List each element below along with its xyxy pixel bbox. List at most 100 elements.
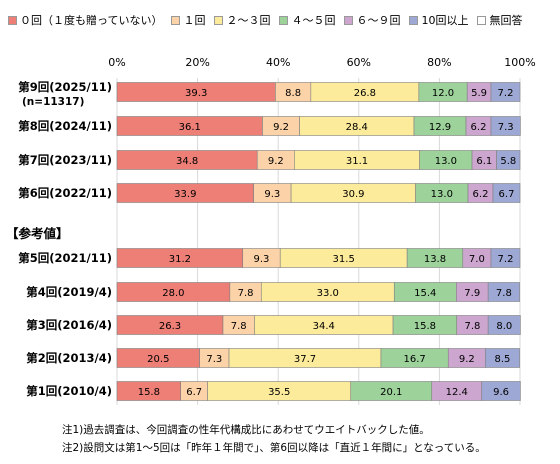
data-label: 20.1 bbox=[380, 387, 402, 398]
footnote-2: 注2)設問文は第1～5回は「昨年１年間で」、第6回以降は「直近１年間に」となって… bbox=[62, 442, 486, 454]
data-label: 7.8 bbox=[238, 288, 254, 299]
data-label: 7.8 bbox=[496, 288, 512, 299]
data-label: 8.8 bbox=[285, 88, 301, 99]
category-label: 第3回(2016/4) bbox=[26, 318, 112, 332]
category-label: 第8回(2024/11) bbox=[18, 119, 112, 133]
category-label: 第2回(2013/4) bbox=[26, 351, 112, 365]
data-label: 6.7 bbox=[499, 189, 515, 200]
data-label: 36.1 bbox=[179, 122, 201, 133]
data-label: 26.8 bbox=[354, 88, 376, 99]
legend-label: 10回以上 bbox=[421, 14, 469, 27]
data-label: 28.0 bbox=[162, 288, 184, 299]
legend-label: ４～５回 bbox=[291, 14, 336, 27]
legend-label: １回 bbox=[183, 14, 206, 27]
legend-swatch bbox=[171, 15, 181, 25]
legend-item: ６～９回 bbox=[344, 12, 400, 28]
data-label: 7.8 bbox=[231, 321, 247, 332]
legend-swatch bbox=[344, 15, 354, 25]
data-label: 9.3 bbox=[264, 189, 280, 200]
legend-item: ４～５回 bbox=[279, 12, 335, 28]
data-label: 16.7 bbox=[403, 354, 425, 365]
legend-item: １回 bbox=[171, 12, 205, 28]
chart-legend: ０回（１度も贈っていない） １回 ２～３回 ４～５回 ６～９回 10回以上 無回答 bbox=[8, 12, 522, 28]
data-label: 28.4 bbox=[346, 122, 368, 133]
data-label: 7.2 bbox=[498, 254, 514, 265]
data-label: 35.5 bbox=[268, 387, 290, 398]
data-label: 9.6 bbox=[493, 387, 509, 398]
data-label: 39.3 bbox=[185, 88, 207, 99]
data-label: 34.4 bbox=[313, 321, 335, 332]
data-label: 7.0 bbox=[469, 254, 485, 265]
data-label: 13.8 bbox=[424, 254, 446, 265]
data-label: 33.9 bbox=[174, 189, 196, 200]
data-label: 15.8 bbox=[414, 321, 436, 332]
x-tick-label: 100% bbox=[504, 56, 535, 69]
data-label: 6.2 bbox=[473, 189, 489, 200]
data-label: 12.9 bbox=[429, 122, 451, 133]
category-label: 第9回(2025/11) bbox=[18, 80, 112, 94]
data-label: 13.0 bbox=[435, 156, 457, 167]
group-label: 【参考値】 bbox=[6, 226, 69, 241]
category-label: 第5回(2021/11) bbox=[18, 251, 112, 265]
data-label: 31.1 bbox=[346, 156, 368, 167]
legend-item: 無回答 bbox=[477, 12, 522, 28]
bar-segment bbox=[490, 248, 521, 268]
bar-segment bbox=[487, 315, 521, 335]
legend-swatch bbox=[409, 15, 419, 25]
data-label: 7.3 bbox=[498, 122, 514, 133]
data-label: 7.2 bbox=[498, 88, 514, 99]
legend-swatch bbox=[214, 15, 224, 25]
bar-segment bbox=[490, 82, 521, 102]
data-label: 6.1 bbox=[476, 156, 492, 167]
data-label: 12.4 bbox=[446, 387, 468, 398]
data-label: 5.9 bbox=[471, 88, 487, 99]
data-label: 9.2 bbox=[273, 122, 289, 133]
category-label: 第4回(2019/4) bbox=[26, 285, 112, 299]
data-label: 6.7 bbox=[186, 387, 202, 398]
data-label: 8.0 bbox=[496, 321, 512, 332]
legend-item: 10回以上 bbox=[409, 12, 468, 28]
data-label: 9.2 bbox=[459, 354, 475, 365]
x-tick-label: 20% bbox=[185, 56, 209, 69]
category-label: 第7回(2023/11) bbox=[18, 153, 112, 167]
bar-segment bbox=[481, 381, 521, 401]
bar-segment bbox=[487, 282, 520, 302]
data-label: 33.0 bbox=[317, 288, 339, 299]
data-label: 12.0 bbox=[432, 88, 454, 99]
x-tick-label: 60% bbox=[347, 56, 371, 69]
data-label: 9.3 bbox=[254, 254, 270, 265]
category-label: 第1回(2010/4) bbox=[26, 384, 112, 398]
data-label: 13.0 bbox=[431, 189, 453, 200]
legend-label: ２～３回 bbox=[226, 14, 271, 27]
data-label: 30.9 bbox=[342, 189, 364, 200]
data-label: 6.2 bbox=[471, 122, 487, 133]
x-tick-label: 80% bbox=[427, 56, 451, 69]
data-label: 7.3 bbox=[206, 354, 222, 365]
data-label: 37.7 bbox=[294, 354, 316, 365]
bar-segment bbox=[490, 116, 521, 136]
legend-swatch bbox=[279, 15, 289, 25]
legend-label: 無回答 bbox=[489, 14, 523, 27]
bar-segment bbox=[485, 348, 520, 368]
data-label: 7.9 bbox=[464, 288, 480, 299]
category-label: 第6回(2022/11) bbox=[18, 186, 112, 200]
data-label: 26.3 bbox=[159, 321, 181, 332]
category-sublabel: (n=11317) bbox=[22, 96, 84, 108]
x-tick-label: 0% bbox=[108, 56, 125, 69]
legend-item: ０回（１度も贈っていない） bbox=[8, 12, 162, 28]
data-label: 7.8 bbox=[464, 321, 480, 332]
data-label: 9.2 bbox=[268, 156, 284, 167]
data-label: 31.5 bbox=[333, 254, 355, 265]
bar-segment bbox=[496, 150, 521, 170]
data-label: 31.2 bbox=[169, 254, 191, 265]
legend-item: ２～３回 bbox=[214, 12, 270, 28]
x-tick-label: 40% bbox=[266, 56, 290, 69]
data-label: 15.4 bbox=[414, 288, 436, 299]
legend-label: ０回（１度も贈っていない） bbox=[20, 14, 163, 27]
legend-swatch bbox=[477, 15, 487, 25]
data-label: 8.5 bbox=[495, 354, 511, 365]
data-label: 20.5 bbox=[147, 354, 169, 365]
bar-segment bbox=[492, 183, 521, 203]
data-label: 34.8 bbox=[176, 156, 198, 167]
